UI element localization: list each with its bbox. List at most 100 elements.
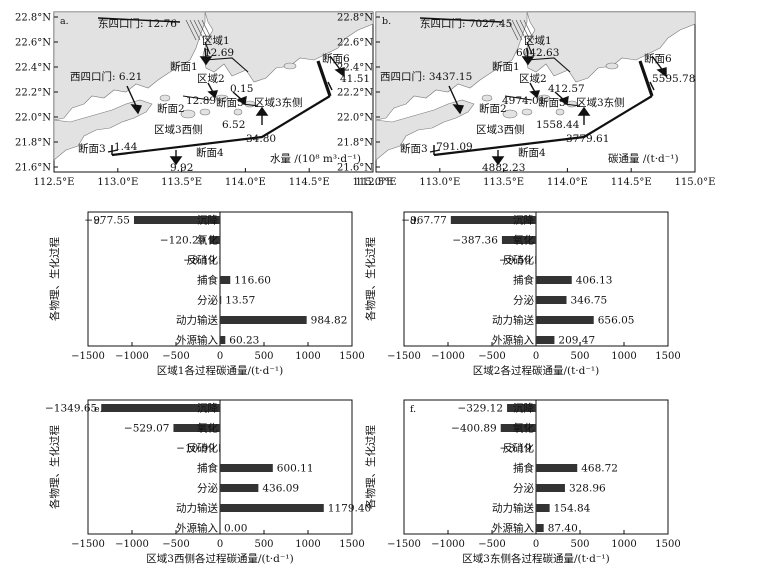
y-tick-label: 22.6°N: [337, 38, 373, 49]
category-label: 沉降: [197, 214, 218, 227]
x-tick-label: −1000: [431, 539, 465, 550]
x-tick-label: 500: [570, 539, 589, 550]
value-label: 328.96: [569, 483, 606, 495]
y-tick-label: 21.6°N: [337, 163, 373, 174]
y-tick-label: 22.6°N: [15, 38, 51, 49]
category-label: 分泌: [197, 482, 218, 495]
category-label: 氧化: [513, 234, 534, 247]
x-tick-label: 115.0°E: [353, 177, 394, 188]
bar: [220, 276, 231, 284]
y-tick-label: 21.8°N: [15, 138, 51, 149]
bar-panel-e: −1500 −1000 −500 0 500 1000 1500 沉降 −1349.65 氧化 −5…: [45, 399, 371, 565]
category-label: 外源输入: [492, 334, 534, 347]
bar: [536, 524, 544, 532]
flux-value: 6042.63: [516, 47, 559, 59]
value-label: 656.05: [598, 315, 635, 327]
section-lines: [433, 41, 654, 157]
bar: [209, 236, 220, 244]
value-label: −977.55: [84, 215, 130, 227]
x-tick-label: 1500: [339, 539, 364, 550]
bar: [173, 424, 220, 432]
category-label: 捕食: [513, 462, 534, 475]
value-label: 0.00: [224, 523, 247, 535]
x-axis-label: 区域1各过程碳通量/(t·d⁻¹): [157, 364, 283, 377]
category-label: 反硝化: [187, 254, 219, 267]
bar: [220, 296, 222, 304]
bar: [219, 444, 220, 452]
category-label: 动力输送: [176, 502, 218, 515]
value-label: 1179.40: [328, 503, 371, 515]
y-tick-label: 21.6°N: [15, 163, 51, 174]
flux-value: 1558.44: [536, 119, 580, 131]
y-tick-label: 22.0°N: [15, 113, 51, 124]
x-tick-label: 113.5°E: [161, 177, 202, 188]
bar: [536, 504, 550, 512]
x-tick-label: 0: [217, 351, 223, 362]
x-tick-label: 113.0°E: [419, 177, 460, 188]
panel-label: b.: [382, 16, 391, 27]
region-3-west-label: 区域3西侧: [154, 123, 203, 136]
category-label: 分泌: [513, 482, 534, 495]
east-mouth-label: 东四口门: 7027.45: [420, 17, 512, 30]
value-label: 60.23: [229, 335, 259, 347]
category-label: 分泌: [197, 294, 218, 307]
category-label: 反硝化: [187, 442, 219, 455]
section-1-label: 断面1: [492, 60, 520, 73]
y-axis-label: 各物理、生化过程: [364, 237, 377, 321]
x-tick-label: 112.5°E: [356, 177, 397, 188]
bar: [101, 404, 220, 412]
west-mouth-label: 西四口门: 3437.15: [380, 70, 472, 83]
bar: [220, 504, 324, 512]
value-label: 436.09: [262, 483, 299, 495]
panel-label: e.: [94, 404, 103, 415]
category-label: 动力输送: [176, 314, 218, 327]
x-tick-label: 0: [533, 351, 539, 362]
value-label: 13.57: [225, 295, 255, 307]
category-label: 分泌: [513, 294, 534, 307]
panel-label: d.: [410, 216, 419, 227]
y-tick-label: 22.8°N: [337, 13, 373, 24]
map-unit-label: 碳通量 /(t·d⁻¹): [608, 152, 679, 165]
category-label: 动力输送: [492, 502, 534, 515]
x-tick-label: −1500: [387, 539, 421, 550]
land-mass: [53, 11, 374, 161]
panel-label: a.: [60, 16, 69, 27]
category-label: 沉降: [513, 214, 534, 227]
region-1-label: 区域1: [524, 34, 552, 47]
value-label: 209.47: [558, 335, 595, 347]
flux-value: 41.51: [340, 73, 370, 85]
region-3-east-label: 区域3东侧: [254, 96, 303, 109]
region-3-west-label: 区域3西侧: [476, 123, 525, 136]
x-tick-label: −1500: [387, 351, 421, 362]
estuary-hatch: [185, 19, 213, 41]
y-tick-label: 22.2°N: [337, 88, 373, 99]
x-tick-label: −500: [162, 351, 189, 362]
category-label: 反硝化: [503, 442, 535, 455]
x-tick-label: −1000: [431, 351, 465, 362]
x-tick-label: 1000: [611, 351, 636, 362]
bar: [220, 464, 273, 472]
flux-value: 34.80: [246, 133, 276, 145]
category-label: 氧化: [197, 422, 218, 435]
value-label: −9.56: [499, 255, 531, 267]
section-6-label: 断面6: [644, 52, 672, 65]
flux-value: 12.69: [204, 47, 234, 59]
west-mouth-label: 西四口门: 6.21: [70, 70, 142, 83]
x-tick-label: 0: [217, 539, 223, 550]
flux-arrows: [419, 17, 667, 166]
category-label: 捕食: [513, 274, 534, 287]
category-label: 外源输入: [176, 522, 218, 535]
bar: [219, 256, 220, 264]
x-tick-label: −500: [478, 351, 505, 362]
value-label: −400.89: [451, 423, 497, 435]
section-4-label: 断面4: [196, 146, 224, 159]
section-2-label: 断面2: [157, 102, 185, 115]
bar: [536, 484, 565, 492]
x-tick-label: 113.5°E: [483, 177, 524, 188]
y-tick-label: 22.8°N: [15, 13, 51, 24]
y-tick-label: 22.4°N: [15, 63, 51, 74]
value-label: 406.13: [576, 275, 613, 287]
category-label: 沉降: [197, 402, 218, 415]
x-tick-label: 1000: [295, 539, 320, 550]
